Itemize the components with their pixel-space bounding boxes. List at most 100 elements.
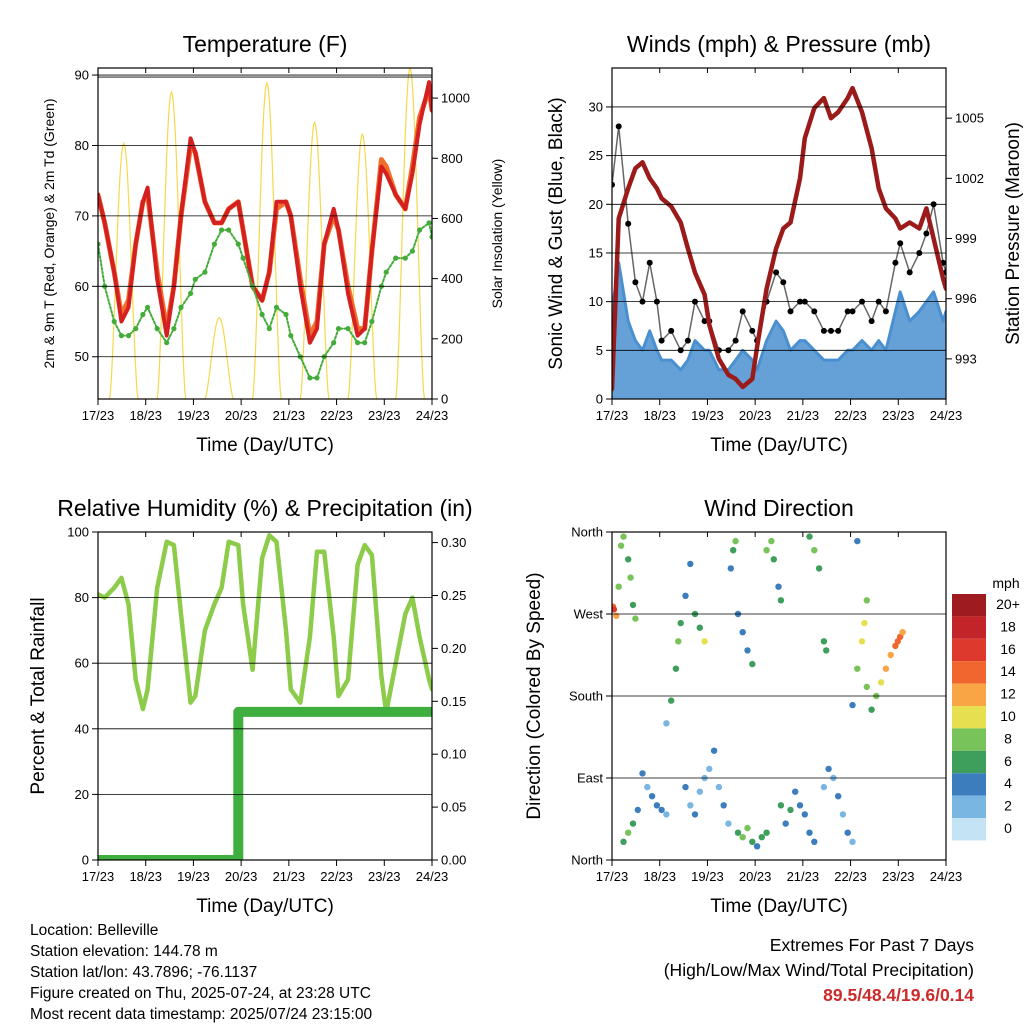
station-elevation: Station elevation: 144.78 m [30, 943, 218, 960]
winds-axes-frame [611, 67, 947, 400]
winds-ytick-label: 5 [596, 343, 603, 358]
humidity-y2tick-label: 0.30 [441, 535, 466, 550]
direction-point [687, 802, 694, 809]
direction-point [644, 783, 651, 791]
direction-point [796, 802, 804, 809]
direction-point [801, 811, 808, 818]
winds-xtick-label: 22/23 [834, 408, 867, 423]
direction-point [739, 834, 746, 841]
direction-point [682, 783, 689, 791]
temp-ytick-label: 70 [75, 208, 89, 223]
direction-point [777, 597, 785, 604]
legend-label: 2 [1004, 798, 1012, 814]
direction-title: Wind Direction [704, 495, 854, 521]
direction-point [663, 720, 670, 727]
legend-swatch [952, 683, 986, 706]
direction-ytick-label: East [577, 771, 603, 786]
extremes-title: Extremes For Past 7 Days [769, 935, 974, 955]
legend-label: 12 [1000, 686, 1016, 702]
temp-xtick-label: 24/23 [416, 408, 449, 423]
direction-point [658, 806, 665, 814]
direction-point [763, 547, 770, 554]
direction-point [777, 802, 785, 809]
temp-ytick-label: 50 [75, 349, 89, 364]
direction-point [663, 811, 670, 818]
sonic-wind-line [612, 261, 946, 372]
winds-xtick-label: 23/23 [882, 408, 915, 423]
temp-xtick-label: 17/23 [82, 408, 115, 423]
direction-point [696, 788, 703, 795]
humidity-axes-frame [97, 531, 433, 861]
humidity-y2tick-label: 0.20 [441, 641, 466, 656]
solar-insolation-line [108, 141, 139, 399]
legend-swatch [952, 594, 986, 617]
humidity-title: Relative Humidity (%) & Precipitation (i… [57, 495, 472, 521]
temperature-chart: 50 60 70 80 90 0 200 400 600 800 1000 17/23 18/23 19/… [41, 31, 505, 456]
direction-point [734, 829, 742, 836]
direction-point [730, 547, 737, 554]
legend-swatch [952, 706, 986, 729]
temp-title: Temperature (F) [183, 31, 348, 57]
legend-label: 18 [1000, 618, 1016, 634]
winds-y2tick-label: 996 [955, 291, 977, 306]
direction-point [811, 547, 818, 554]
legend-label: 10 [1000, 708, 1016, 724]
humidity-xtick-label: 19/23 [177, 869, 210, 884]
humidity-xtick-label: 21/23 [273, 869, 306, 884]
legend-swatch [952, 638, 986, 662]
direction-point [691, 811, 699, 818]
temp-y2tick-label: 0 [441, 392, 448, 407]
direction-point [715, 783, 723, 791]
direction-point [854, 537, 861, 545]
humidity-y2tick-label: 0.15 [441, 694, 466, 709]
direction-xtick-label: 17/23 [596, 869, 629, 884]
direction-point [615, 583, 622, 590]
legend-label: 20+ [996, 596, 1020, 612]
direction-point [725, 820, 732, 827]
direction-point [744, 824, 751, 832]
direction-point [625, 556, 632, 563]
direction-point [868, 706, 875, 713]
direction-point [854, 665, 861, 672]
direction-point [887, 651, 894, 659]
winds-pressure-chart: 0 5 10 15 20 25 30 993 996 999 1002 1005 17/23 18/23 1… [546, 31, 1024, 456]
direction-point [792, 788, 799, 795]
legend-label: 0 [1004, 820, 1012, 836]
station-latlon: Station lat/lon: 43.7896; -76.1137 [30, 964, 258, 981]
direction-point [639, 770, 646, 777]
direction-ytick-label: North [571, 853, 603, 868]
precip-total-line [98, 706, 432, 860]
legend-swatch [952, 750, 986, 774]
direction-point [806, 829, 813, 836]
solar-insolation-line [395, 68, 425, 399]
direction-point [749, 838, 756, 845]
legend-swatch [952, 818, 986, 841]
direction-point [849, 701, 856, 709]
winds-ytick-label: 20 [589, 197, 603, 212]
station-location: Location: Belleville [30, 922, 159, 939]
winds-xtick-label: 24/23 [930, 408, 963, 423]
direction-point [815, 565, 823, 572]
temp-y2tick-label: 200 [441, 331, 463, 346]
legend-swatch [952, 661, 986, 684]
direction-xlabel: Time (Day/UTC) [710, 896, 848, 917]
direction-point [775, 583, 782, 590]
winds-ytick-label: 30 [589, 99, 603, 114]
humidity-y2tick-label: 0.05 [441, 800, 466, 815]
temp-ytick-label: 60 [75, 279, 89, 294]
figure-created: Figure created on Thu, 2025-07-24, at 23… [30, 985, 371, 1002]
direction-point [825, 765, 832, 773]
direction-point [863, 597, 870, 604]
direction-point [858, 638, 866, 645]
temp-y2tick-label: 600 [441, 211, 463, 226]
direction-point [732, 537, 739, 545]
humidity-xlabel: Time (Day/UTC) [196, 896, 334, 917]
direction-point [634, 806, 641, 814]
direction-ytick-label: North [571, 525, 603, 540]
humidity-ytick-label: 40 [75, 721, 89, 736]
winds-title: Winds (mph) & Pressure (mb) [627, 31, 931, 57]
direction-point [696, 624, 703, 631]
temp-xlabel: Time (Day/UTC) [196, 435, 334, 456]
